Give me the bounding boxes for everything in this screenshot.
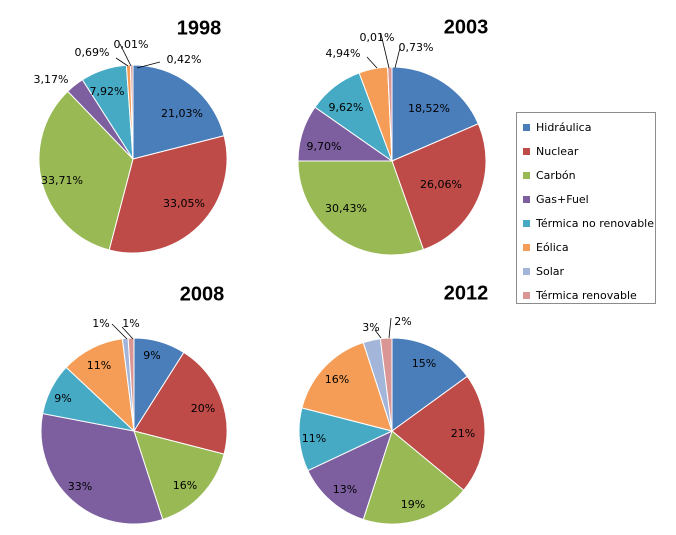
data-label: 9% <box>143 349 160 362</box>
data-label: 2% <box>394 315 411 328</box>
pie-slice-nuclear <box>391 123 487 251</box>
legend-label-eolica: Eólica <box>536 240 569 254</box>
leader-line <box>121 326 134 340</box>
pie-chart-1998: 1998 21,03% 33,05% 33,71% 3,17% 7,92% 0,69% 0,0… <box>34 17 228 254</box>
legend-item-carbon: Carbón <box>523 167 576 183</box>
data-label: 16% <box>173 479 197 492</box>
data-label: 16% <box>325 373 349 386</box>
legend-swatch-nuclear <box>523 147 530 155</box>
data-label: 20% <box>191 402 215 415</box>
legend-label-carbon: Carbón <box>536 168 576 182</box>
data-label: 15% <box>412 357 436 370</box>
legend-swatch-termica-no-renovable <box>523 219 530 227</box>
data-label: 1% <box>92 317 109 330</box>
data-label: 7,92% <box>90 85 125 98</box>
legend-swatch-solar <box>523 267 530 275</box>
chart-title: 1998 <box>177 17 222 39</box>
chart-title: 2008 <box>180 283 225 305</box>
pie-slice-hidr-ulica <box>391 66 479 162</box>
data-label: 33,05% <box>163 197 205 210</box>
pie-slice-t-rmica-renovable <box>387 66 393 162</box>
legend-label-nuclear: Nuclear <box>536 144 579 158</box>
legend-swatch-carbon <box>523 171 530 179</box>
leader-line <box>366 56 378 69</box>
leader-line <box>111 323 128 340</box>
pie-slice-carb-n <box>133 430 225 521</box>
data-label: 30,43% <box>325 202 367 215</box>
chart-title: 2012 <box>444 282 489 304</box>
legend-swatch-hidraulica <box>523 123 530 131</box>
pie-chart-2012: 2012 15% 21% 19% 13% 11% 16% 3% 2% <box>298 282 489 525</box>
data-label: 3,17% <box>34 73 69 86</box>
pie-chart-2008: 2008 9% 20% 16% 33% 9% 11% 1% 1% <box>40 283 228 525</box>
pie-slice-carb-n <box>362 430 465 525</box>
leader-line <box>136 61 161 69</box>
pie-chart-2003: 2003 18,52% 26,06% 30,43% 9,70% 9,62% 4,94% 0,0… <box>297 16 489 256</box>
data-label: 11% <box>302 432 326 445</box>
data-label: 26,06% <box>420 178 462 191</box>
data-label: 9,62% <box>329 101 364 114</box>
pie-slice-carb-n <box>297 160 425 256</box>
leader-line <box>374 329 382 339</box>
leader-line <box>380 33 390 69</box>
leader-line <box>115 57 129 67</box>
legend-label-solar: Solar <box>536 264 565 278</box>
pie-slice-carb-n <box>38 90 134 251</box>
legend-swatch-eolica <box>523 243 530 251</box>
data-label: 0,73% <box>399 41 434 54</box>
data-label: 9% <box>54 392 71 405</box>
legend-label-termica-renovable: Térmica renovable <box>536 288 637 302</box>
legend-item-hidraulica: Hidráulica <box>523 119 591 135</box>
pie-slice-hidr-ulica <box>132 64 225 160</box>
pie-slice-gas-fuel <box>307 430 393 521</box>
data-label: 19% <box>401 498 425 511</box>
data-label: 3% <box>362 321 379 334</box>
legend-item-nuclear: Nuclear <box>523 143 578 159</box>
pie-slice-e-lica <box>301 341 393 432</box>
chart-title: 2003 <box>444 16 489 38</box>
legend-label-gas-fuel: Gas+Fuel <box>536 192 589 206</box>
data-label: 4,94% <box>326 47 361 60</box>
data-label: 21,03% <box>161 107 203 120</box>
legend-item-solar: Solar <box>523 263 564 279</box>
leader-line <box>394 47 401 69</box>
legend-swatch-gas-fuel <box>523 195 530 203</box>
legend-label-hidraulica: Hidráulica <box>536 120 592 134</box>
legend-swatch-termica-renovable <box>523 291 530 299</box>
data-label: 1% <box>122 317 139 330</box>
pie-slice-gas-fuel <box>40 412 164 525</box>
legend-label-termica-no-renovable: Térmica no renovable <box>536 216 655 230</box>
legend-item-termica-no-renovable: Térmica no renovable <box>523 215 654 231</box>
data-label: 18,52% <box>408 102 450 115</box>
data-label: 0,01% <box>114 38 149 51</box>
pie-slice-nuclear <box>391 375 486 491</box>
data-label: 0,69% <box>75 46 110 59</box>
data-label: 33% <box>68 480 92 493</box>
data-label: 21% <box>451 427 475 440</box>
data-label: 0,42% <box>167 53 202 66</box>
legend-item-termica-renovable: Térmica renovable <box>523 287 637 303</box>
leader-line <box>388 317 392 339</box>
legend-item-gas-fuel: Gas+Fuel <box>523 191 589 207</box>
legend-item-eolica: Eólica <box>523 239 569 255</box>
data-label: 13% <box>333 483 357 496</box>
pie-slice-nuclear <box>108 135 228 254</box>
legend: Hidráulica Nuclear Carbón Gas+Fuel Térmi… <box>516 112 656 304</box>
pie-slice-t-rmica-renovable <box>379 337 393 432</box>
data-label: 0,01% <box>360 31 395 44</box>
pie-slice-hidr-ulica <box>391 337 468 432</box>
data-label: 11% <box>87 359 111 372</box>
leader-line <box>119 43 132 67</box>
data-label: 33,71% <box>41 174 83 187</box>
pie-slice-t-rmica-renovable <box>127 337 135 432</box>
pie-slice-nuclear <box>133 351 228 455</box>
data-label: 9,70% <box>307 140 342 153</box>
